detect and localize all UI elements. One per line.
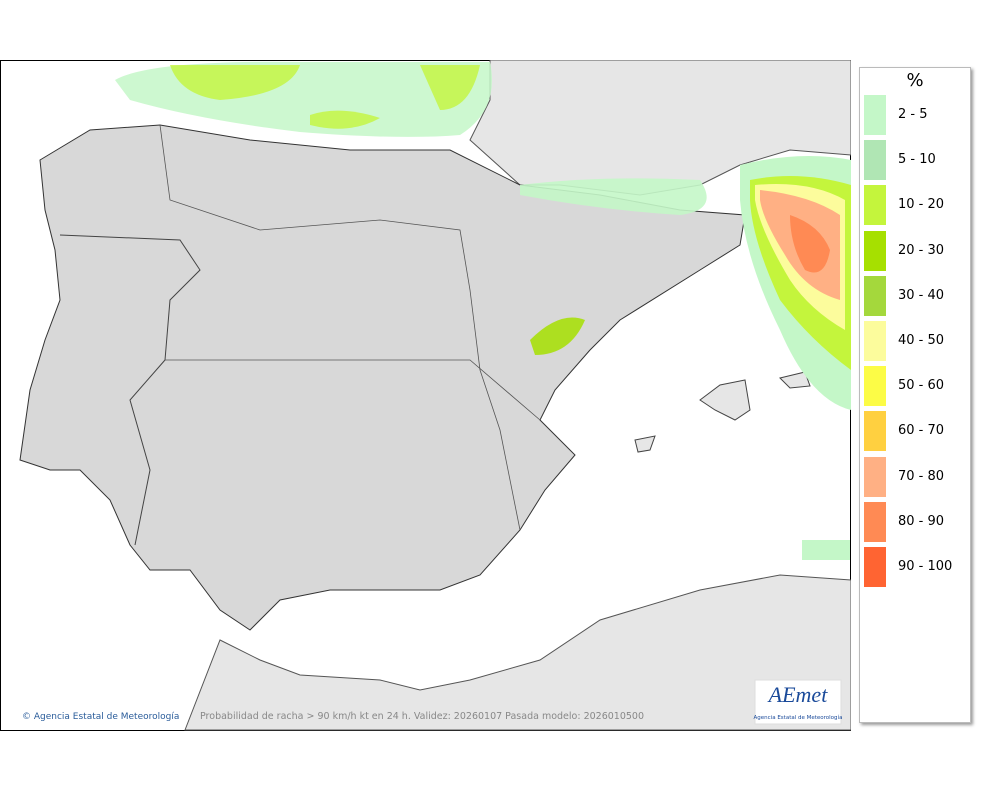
legend-item: 40 - 50 <box>864 321 969 361</box>
legend-label: 70 - 80 <box>898 468 945 484</box>
legend-swatch <box>864 411 886 452</box>
legend-swatch <box>864 185 886 226</box>
legend-label: 2 - 5 <box>898 107 928 122</box>
legend-swatch <box>864 321 886 361</box>
copyright: © Agencia Estatal de Meteorología <box>22 712 179 722</box>
legend-label: 10 - 20 <box>898 197 945 213</box>
legend-swatch <box>864 275 886 316</box>
legend-swatch <box>864 366 886 407</box>
logo-box <box>754 679 842 725</box>
legend-item: 90 - 100 <box>864 547 969 587</box>
legend-label: 5 - 10 <box>898 152 936 168</box>
legend-item: 20 - 30 <box>864 230 969 271</box>
logo-name: AEmet <box>767 682 829 707</box>
legend-label: 20 - 30 <box>898 242 945 258</box>
legend-swatch <box>864 230 886 271</box>
legend-label: 90 - 100 <box>898 559 953 574</box>
legend-item: 30 - 40 <box>864 275 969 316</box>
legend-item: 50 - 60 <box>864 366 969 407</box>
probability-areas <box>115 61 851 560</box>
legend-swatch <box>864 547 886 587</box>
legend-label: 50 - 60 <box>898 378 945 394</box>
legend-label: 40 - 50 <box>898 333 945 348</box>
legend-item: 70 - 80 <box>864 456 969 497</box>
legend: % 2 - 5 5 - 10 10 - 20 20 - 30 30 - 40 40 - 5… <box>859 67 971 723</box>
legend-label: 80 - 90 <box>898 513 945 529</box>
logo-subtitle: Agencia Estatal de Meteorología <box>754 714 843 721</box>
legend-item: 60 - 70 <box>864 411 969 452</box>
legend-item: 5 - 10 <box>864 140 969 181</box>
legend-item: 10 - 20 <box>864 185 969 226</box>
legend-label: 30 - 40 <box>898 287 945 303</box>
legend-swatch <box>864 140 886 181</box>
map: © Agencia Estatal de Meteorología Probab… <box>0 60 851 731</box>
legend-label: 60 - 70 <box>898 423 945 439</box>
legend-item: 80 - 90 <box>864 501 969 542</box>
legend-swatch <box>864 95 886 135</box>
land <box>19 60 851 731</box>
map-caption: Probabilidad de racha > 90 km/h kt en 24… <box>200 711 644 722</box>
legend-swatch <box>864 456 886 497</box>
legend-swatch <box>864 501 886 542</box>
legend-item: 2 - 5 <box>864 95 969 135</box>
legend-title: % <box>906 70 924 91</box>
